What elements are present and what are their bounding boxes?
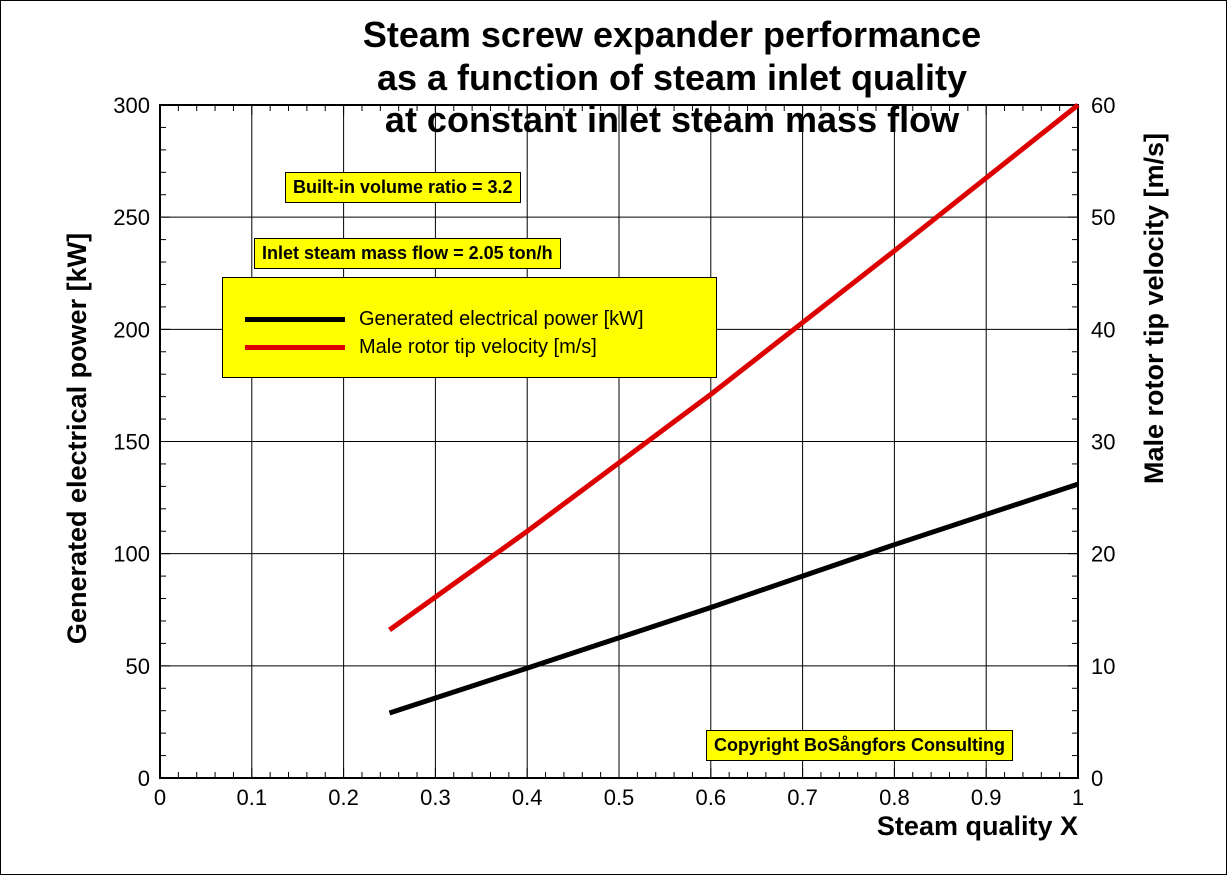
legend-item-velocity: Male rotor tip velocity [m/s]: [245, 334, 597, 360]
y2-tick-label: 50: [1091, 205, 1115, 230]
chart-title-line-1: Steam screw expander performance: [362, 14, 982, 55]
y2-tick-label: 10: [1091, 654, 1115, 679]
legend-swatch-velocity: [245, 344, 345, 350]
y-tick-label: 100: [113, 542, 150, 567]
copyright-annotation: Copyright BoSångfors Consulting: [706, 730, 1013, 761]
legend-label-velocity: Male rotor tip velocity [m/s]: [359, 335, 597, 358]
legend-item-power: Generated electrical power [kW]: [245, 306, 644, 332]
x-tick-label: 0.7: [787, 785, 818, 810]
x-axis-label: Steam quality X: [877, 811, 1078, 841]
x-tick-label: 1: [1072, 785, 1084, 810]
x-tick-label: 0.4: [512, 785, 543, 810]
x-tick-label: 0.3: [420, 785, 451, 810]
velocity-series-line: [388, 103, 1080, 632]
legend: Generated electrical power [kW] Male rot…: [222, 277, 717, 378]
y-tick-label: 150: [113, 430, 150, 455]
y2-tick-label: 20: [1091, 542, 1115, 567]
power-series-line: [388, 481, 1079, 716]
y-axis-label: Generated electrical power [kW]: [62, 233, 92, 644]
y-tick-label: 300: [113, 93, 150, 118]
x-tick-label: 0.6: [696, 785, 727, 810]
y-tick-label: 50: [126, 654, 150, 679]
legend-swatch-power: [245, 316, 345, 322]
y2-tick-label: 40: [1091, 317, 1115, 342]
y2-tick-label: 60: [1091, 93, 1115, 118]
y2-tick-label: 30: [1091, 430, 1115, 455]
y2-tick-label: 0: [1091, 766, 1103, 791]
y2-axis-label: Male rotor tip velocity [m/s]: [1139, 133, 1169, 484]
y-tick-label: 250: [113, 205, 150, 230]
x-tick-label: 0.5: [604, 785, 635, 810]
x-tick-label: 0.2: [328, 785, 359, 810]
y-tick-label: 0: [138, 766, 150, 791]
mass-flow-annotation: Inlet steam mass flow = 2.05 ton/h: [254, 238, 561, 269]
y-tick-label: 200: [113, 317, 150, 342]
x-tick-label: 0.8: [879, 785, 910, 810]
x-tick-label: 0.1: [237, 785, 268, 810]
chart-title-line-2: as a function of steam inlet quality: [376, 57, 968, 98]
legend-label-power: Generated electrical power [kW]: [359, 307, 644, 330]
volume-ratio-annotation: Built-in volume ratio = 3.2: [285, 172, 521, 203]
x-tick-label: 0: [154, 785, 166, 810]
x-tick-label: 0.9: [971, 785, 1002, 810]
